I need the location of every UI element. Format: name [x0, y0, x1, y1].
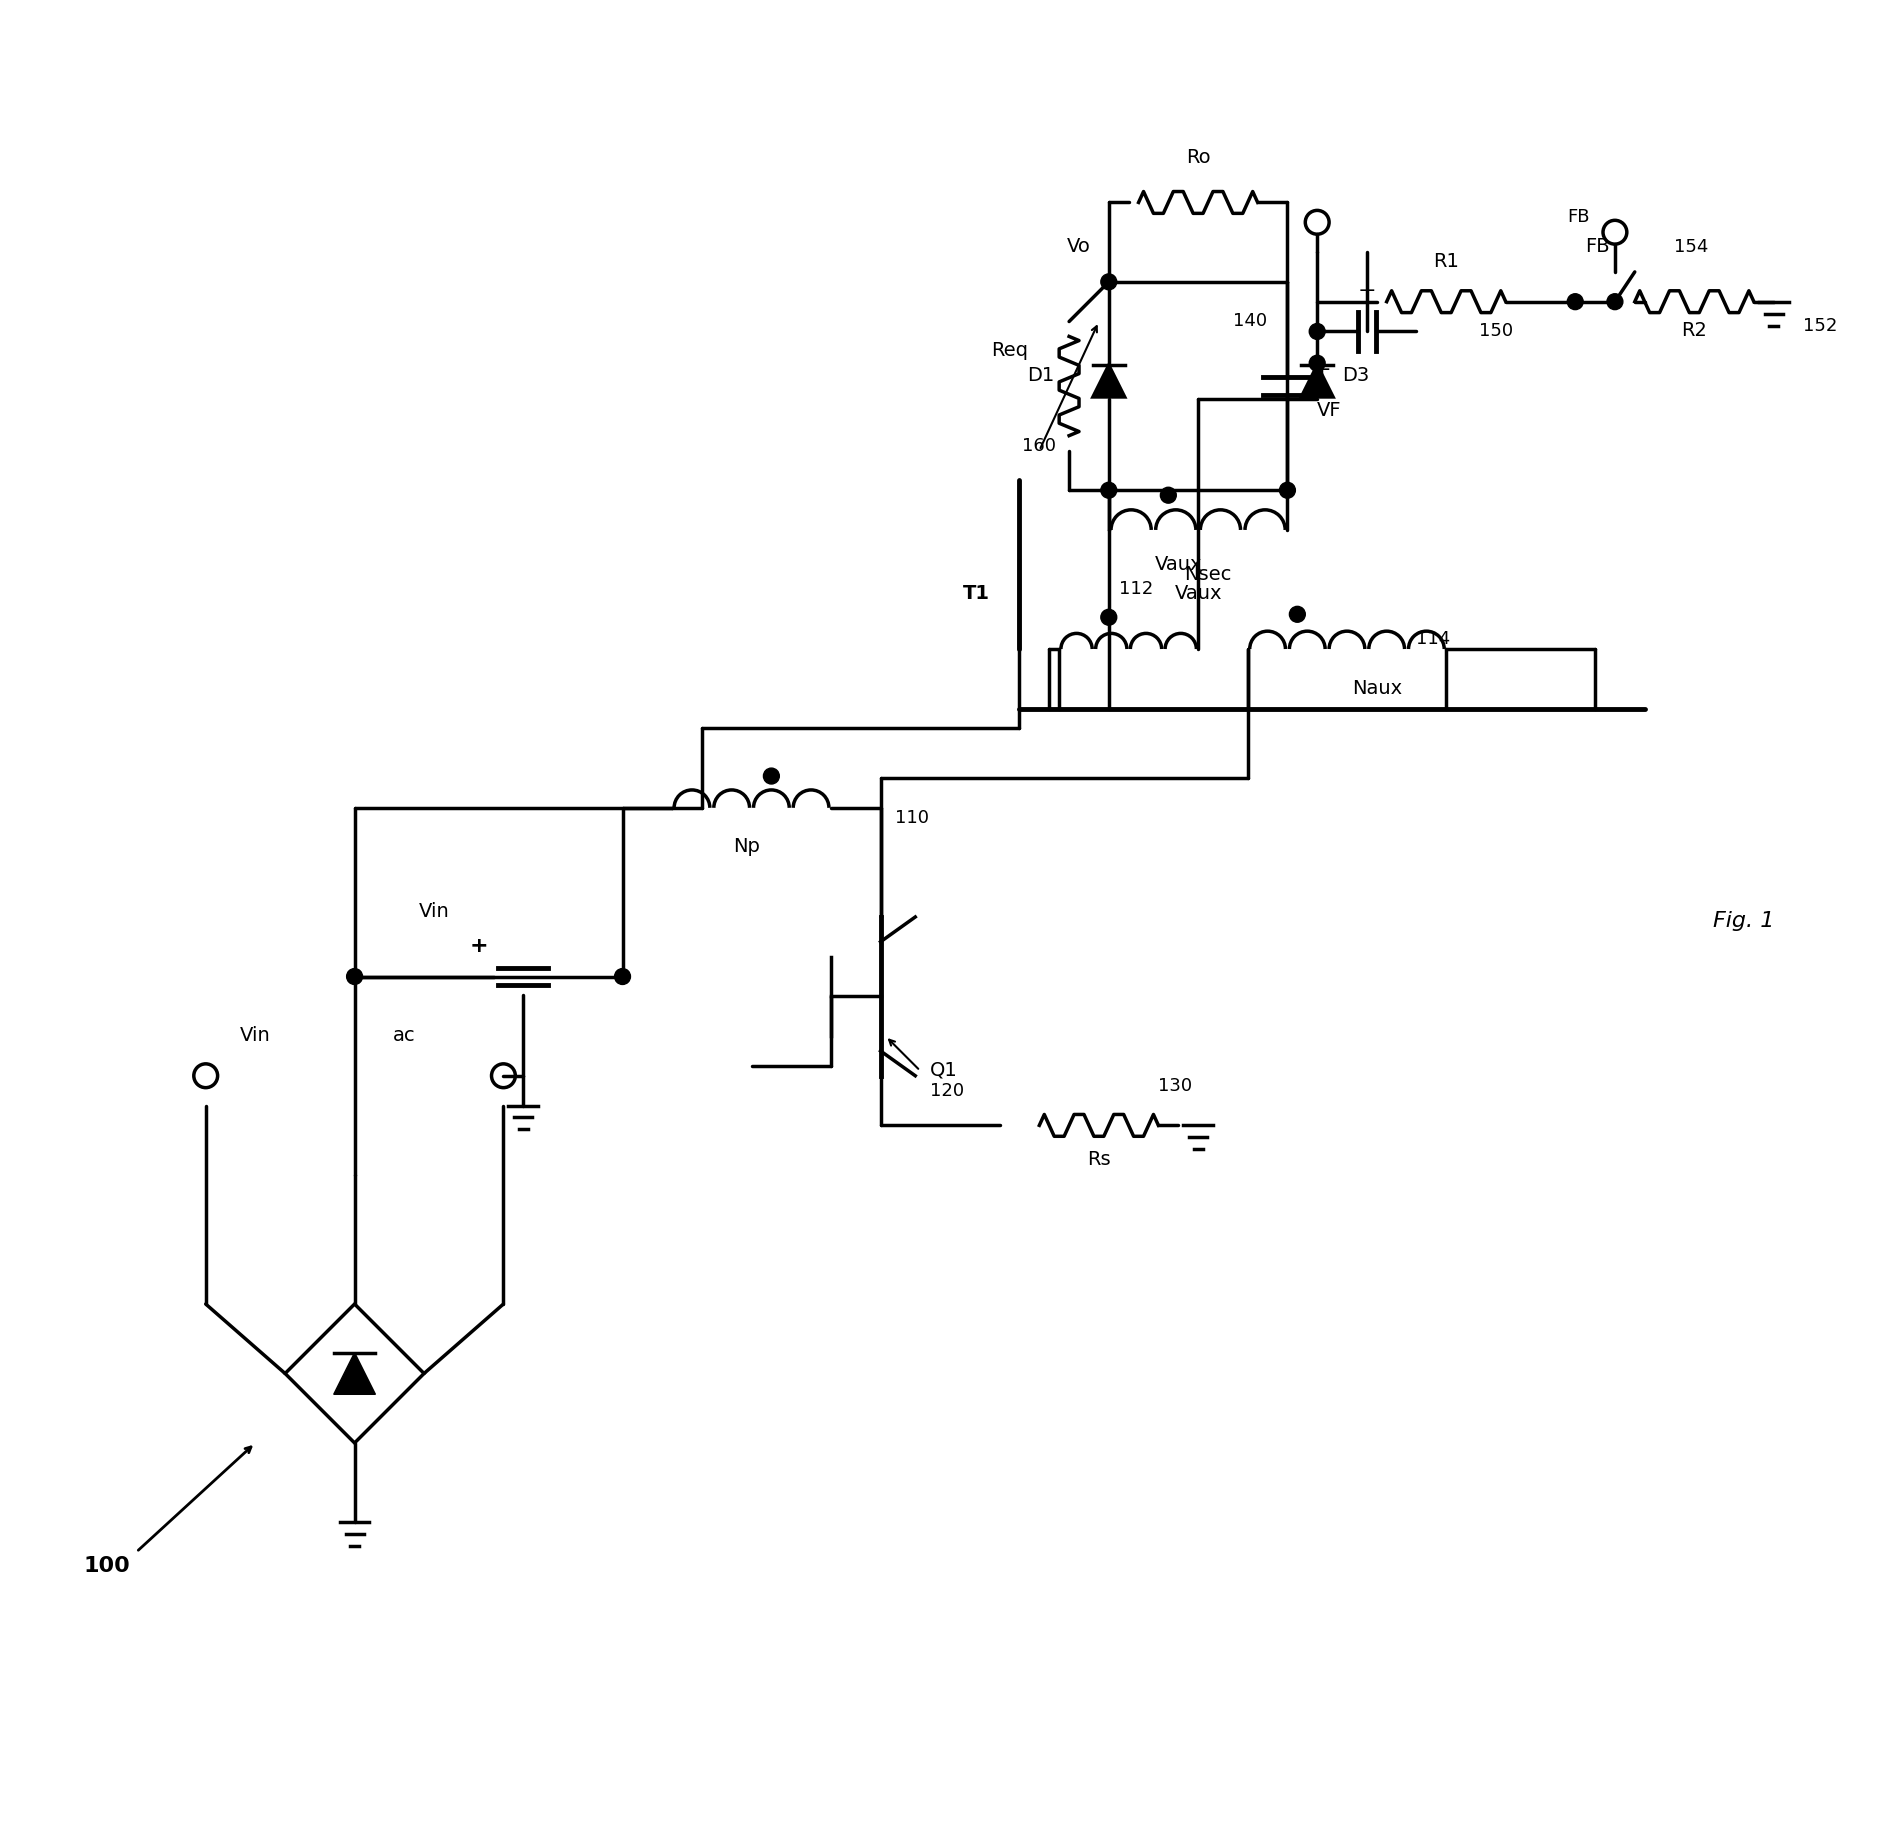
Text: T1: T1 [963, 585, 990, 603]
Polygon shape [1092, 365, 1125, 396]
Text: 130: 130 [1159, 1076, 1193, 1094]
Circle shape [346, 968, 362, 985]
Circle shape [1279, 482, 1296, 499]
Text: +: + [1357, 281, 1376, 301]
Circle shape [1100, 274, 1117, 290]
Text: 154: 154 [1675, 238, 1709, 256]
Text: 110: 110 [896, 809, 929, 826]
Text: R1: R1 [1433, 252, 1460, 270]
Text: Req: Req [991, 342, 1028, 360]
Text: Fig. 1: Fig. 1 [1713, 912, 1775, 932]
Circle shape [1100, 610, 1117, 625]
Text: +: + [470, 935, 487, 956]
Circle shape [1309, 354, 1324, 371]
Circle shape [763, 767, 780, 784]
Text: 100: 100 [84, 1557, 129, 1577]
Text: FB: FB [1568, 208, 1591, 227]
Text: Np: Np [733, 837, 759, 857]
Text: D1: D1 [1028, 365, 1054, 385]
Circle shape [615, 968, 630, 985]
Text: D3: D3 [1342, 365, 1370, 385]
Text: Vaux: Vaux [1155, 555, 1203, 574]
Text: Vin: Vin [419, 903, 449, 921]
Text: ac: ac [392, 1027, 415, 1045]
Text: Vo: Vo [1068, 238, 1090, 256]
Circle shape [1568, 294, 1583, 309]
Text: Ro: Ro [1186, 148, 1210, 166]
Circle shape [1606, 294, 1623, 309]
Text: R2: R2 [1682, 322, 1707, 340]
Circle shape [1161, 488, 1176, 502]
Circle shape [1100, 482, 1117, 499]
Text: 114: 114 [1416, 630, 1450, 649]
Text: 140: 140 [1233, 312, 1267, 331]
Text: FB: FB [1585, 238, 1610, 256]
Text: Vaux: Vaux [1174, 585, 1222, 603]
Polygon shape [1302, 365, 1334, 396]
Text: Vin: Vin [240, 1027, 270, 1045]
Text: Nsec: Nsec [1184, 565, 1231, 583]
Text: 112: 112 [1119, 581, 1153, 599]
Text: VF: VF [1317, 400, 1342, 420]
Text: 120: 120 [931, 1082, 965, 1100]
Text: 152: 152 [1804, 318, 1838, 336]
Text: Rs: Rs [1087, 1149, 1111, 1169]
Text: Q1: Q1 [931, 1061, 957, 1080]
Circle shape [1309, 323, 1324, 340]
Text: 160: 160 [1022, 437, 1056, 455]
Polygon shape [333, 1352, 375, 1394]
Circle shape [1290, 607, 1305, 623]
Text: Naux: Naux [1351, 678, 1403, 698]
Text: +: + [1313, 360, 1330, 380]
Text: 150: 150 [1479, 322, 1513, 340]
